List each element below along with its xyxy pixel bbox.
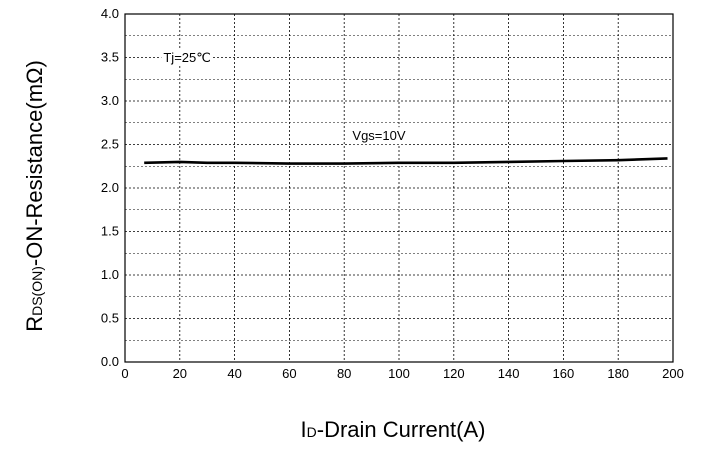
x-axis-title: ID-Drain Current(A) bbox=[301, 417, 486, 442]
grid bbox=[125, 14, 673, 362]
y-tick-label: 1.5 bbox=[101, 224, 119, 239]
series-line bbox=[144, 157, 668, 165]
x-tick-label: 20 bbox=[173, 366, 187, 381]
x-tick-label: 120 bbox=[443, 366, 465, 381]
y-tick-label: 0.0 bbox=[101, 354, 119, 369]
x-tick-label: 0 bbox=[121, 366, 128, 381]
y-axis-title: RDS(ON)-ON-Resistance(mΩ) bbox=[22, 60, 47, 332]
x-tick-label: 160 bbox=[553, 366, 575, 381]
y-tick-label: 2.5 bbox=[101, 137, 119, 152]
x-tick-label: 180 bbox=[607, 366, 629, 381]
y-tick-label: 4.0 bbox=[101, 6, 119, 21]
y-axis-title-main: R bbox=[22, 316, 47, 332]
x-tick-label: 80 bbox=[337, 366, 351, 381]
y-tick-label: 2.0 bbox=[101, 180, 119, 195]
x-tick-label: 100 bbox=[388, 366, 410, 381]
plot-frame bbox=[124, 13, 674, 363]
annotation-background bbox=[161, 48, 213, 66]
y-tick-label: 3.0 bbox=[101, 93, 119, 108]
x-tick-label: 140 bbox=[498, 366, 520, 381]
y-axis-title-rest: -ON-Resistance(mΩ) bbox=[22, 60, 47, 266]
x-axis-title-sub: D bbox=[307, 424, 317, 440]
y-tick-labels: 0.0 0.5 1.0 1.5 2.0 2.5 3.0 3.5 4.0 bbox=[101, 6, 119, 369]
annotation-label: Tj=25℃ bbox=[163, 50, 210, 65]
x-axis-title-main: I bbox=[301, 417, 307, 442]
y-tick-label: 3.5 bbox=[101, 50, 119, 65]
x-tick-labels: 0 20 40 60 80 100 120 140 160 180 200 bbox=[121, 366, 683, 381]
y-tick-label: 1.0 bbox=[101, 267, 119, 282]
series-layer bbox=[144, 157, 668, 165]
y-tick-label: 0.5 bbox=[101, 311, 119, 326]
x-tick-label: 200 bbox=[662, 366, 684, 381]
annotation-background bbox=[350, 127, 408, 145]
y-axis-title-sub: DS(ON) bbox=[29, 266, 45, 316]
x-tick-label: 40 bbox=[227, 366, 241, 381]
annotations: Tj=25℃ Vgs=10V bbox=[161, 48, 408, 145]
annotation-label: Vgs=10V bbox=[352, 128, 405, 143]
x-axis-title-rest: -Drain Current(A) bbox=[317, 417, 486, 442]
x-tick-label: 60 bbox=[282, 366, 296, 381]
